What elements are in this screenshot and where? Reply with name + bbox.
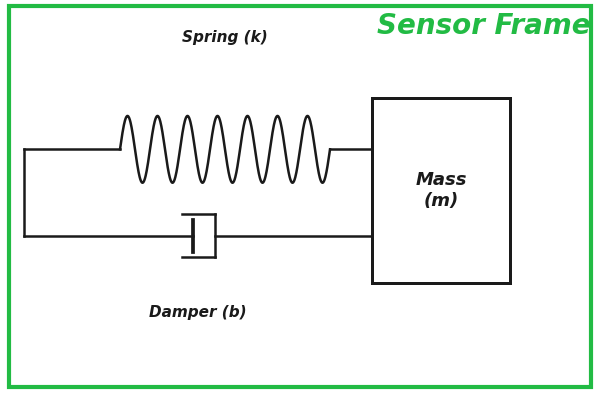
Text: Mass
(m): Mass (m) bbox=[415, 171, 467, 210]
Text: Sensor Frame: Sensor Frame bbox=[377, 12, 591, 40]
Bar bbox=[9, 6, 591, 387]
Text: Damper (b): Damper (b) bbox=[149, 305, 247, 320]
Text: Spring (k): Spring (k) bbox=[182, 30, 268, 45]
Bar bbox=[372, 98, 510, 283]
